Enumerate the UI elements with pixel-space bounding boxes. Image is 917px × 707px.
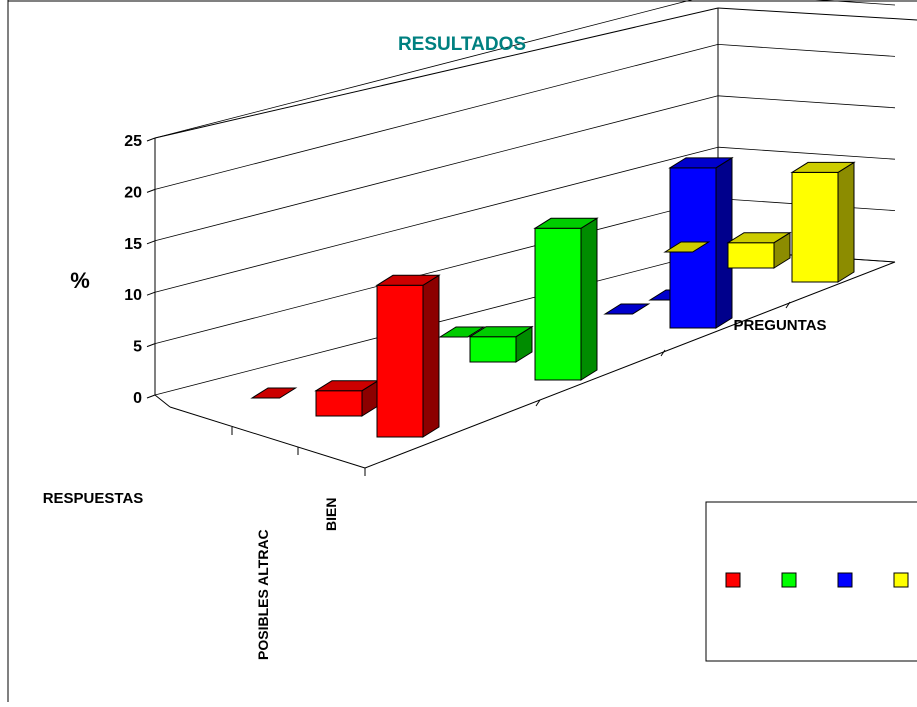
bar-g3-r0 (663, 241, 711, 253)
x-tick (785, 301, 791, 309)
y-tick-mark (146, 137, 156, 142)
bar-g0-r2-front (376, 284, 424, 438)
bar-g1-r2 (533, 217, 599, 381)
bar-g3-r2-top (790, 161, 856, 173)
legend-box (705, 501, 917, 662)
bar-g2-r0 (603, 303, 651, 315)
gridline-side (717, 146, 896, 160)
legend (705, 501, 917, 662)
side-wall-top (717, 7, 917, 21)
floor-left-edge (154, 394, 171, 408)
gridline-back (154, 0, 693, 139)
back-wall-top (154, 7, 719, 139)
bar-g1-r2-side (580, 217, 598, 381)
gridline-back (154, 146, 719, 293)
y-tick-mark (146, 343, 156, 348)
y-tick-label: 15 (124, 236, 142, 253)
legend-swatch-3 (893, 572, 909, 588)
depth-label-bien: BIEN (323, 498, 339, 531)
y-tick-mark (146, 188, 156, 193)
y-tick-label: 20 (124, 184, 142, 201)
gridline-side (717, 95, 896, 109)
chart-title: RESULTADOS (398, 34, 526, 55)
bar-g3-r1-top (726, 232, 792, 244)
gridline-side (717, 44, 896, 57)
bar-g0-r1-front (315, 390, 363, 417)
bar-g3-r2-front (791, 171, 839, 283)
y-tick-mark (146, 291, 156, 296)
x-tick (535, 399, 541, 407)
bar-g1-r2-front (534, 227, 582, 381)
bar-g0-r0-flat (250, 387, 298, 399)
bar-g0-r2-side (422, 274, 440, 438)
legend-swatch-2 (837, 572, 853, 588)
depth-axis-label: RESPUESTAS (43, 490, 144, 507)
y-tick-label: 0 (133, 390, 142, 407)
bar-g0-r2 (375, 274, 441, 438)
y-tick-mark (146, 240, 156, 245)
bar-g3-r2-side (837, 161, 855, 283)
y-axis-label: % (70, 268, 90, 293)
bar-g3-r1 (726, 231, 792, 269)
depth-label-posibles: POSIBLES ALTRAC (255, 529, 271, 660)
y-tick-label: 10 (124, 287, 142, 304)
y-tick-label: 25 (124, 133, 142, 150)
bar-g1-r0-flat (438, 326, 486, 338)
bar-g0-r0 (250, 387, 298, 399)
bar-g1-r0 (438, 326, 486, 338)
x-axis-label: PREGUNTAS (733, 317, 826, 334)
legend-swatch-1 (781, 572, 797, 588)
bar-g3-r1-front (727, 242, 775, 269)
bar-g2-r2-top (668, 157, 734, 169)
gridline-back (154, 95, 719, 242)
bar-g1-r1-top (468, 326, 534, 338)
floor-front-edge (364, 261, 896, 469)
y-tick-mark (146, 394, 156, 399)
bar-g1-r1 (468, 325, 534, 363)
floor-depth-edge (169, 406, 366, 469)
bar-g2-r0-flat (603, 303, 651, 315)
bar-g1-r2-top (533, 217, 599, 229)
x-tick (660, 349, 666, 357)
gridline-side (815, 0, 896, 6)
legend-swatch-0 (725, 572, 741, 588)
bar-g1-r1-front (469, 336, 517, 363)
bar-g0-r2-top (375, 274, 441, 286)
gridline-back (154, 198, 719, 344)
bar-g3-r2 (790, 161, 856, 283)
bar-g3-r0-flat (663, 241, 711, 253)
bar-g0-r1 (314, 379, 380, 417)
y-tick-label: 5 (133, 339, 142, 356)
gridline-back (154, 44, 719, 190)
